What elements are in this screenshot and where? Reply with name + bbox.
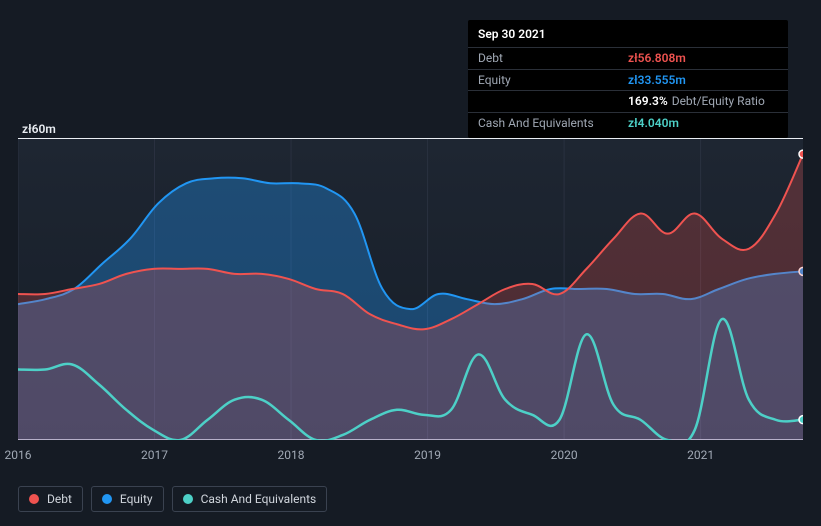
tooltip-row: 169.3%Debt/Equity Ratio bbox=[468, 90, 788, 112]
legend-item-equity[interactable]: Equity bbox=[91, 486, 164, 512]
tooltip-date: Sep 30 2021 bbox=[468, 24, 788, 47]
x-axis-label: 2017 bbox=[141, 448, 168, 462]
legend-item-cash-and-equivalents[interactable]: Cash And Equivalents bbox=[172, 486, 328, 512]
tooltip-row: Equityzł33.555m bbox=[468, 69, 788, 91]
area-chart-svg bbox=[18, 138, 803, 440]
x-axis: 201620172018201920202021 bbox=[18, 448, 803, 462]
legend-label: Equity bbox=[120, 492, 153, 506]
legend-swatch bbox=[29, 494, 39, 504]
x-axis-label: 2016 bbox=[5, 448, 32, 462]
tooltip-row: Debtzł56.808m bbox=[468, 47, 788, 69]
legend-item-debt[interactable]: Debt bbox=[18, 486, 83, 512]
tooltip-row-value: zł33.555m bbox=[628, 72, 778, 89]
chart-legend: Debt Equity Cash And Equivalents bbox=[18, 486, 327, 512]
tooltip-row: Cash And Equivalentszł4.040m bbox=[468, 112, 788, 134]
tooltip-row-label: Debt bbox=[478, 50, 628, 67]
tooltip-row-label: Cash And Equivalents bbox=[478, 115, 628, 132]
x-axis-label: 2021 bbox=[687, 448, 714, 462]
legend-label: Cash And Equivalents bbox=[201, 492, 317, 506]
legend-swatch bbox=[183, 494, 193, 504]
y-axis-label-top: zł60m bbox=[22, 122, 56, 136]
tooltip-row-value: zł56.808m bbox=[628, 50, 778, 67]
chart-tooltip: Sep 30 2021 Debtzł56.808mEquityzł33.555m… bbox=[468, 20, 788, 138]
tooltip-row-label: Equity bbox=[478, 72, 628, 89]
x-axis-label: 2019 bbox=[414, 448, 441, 462]
tooltip-row-suffix: Debt/Equity Ratio bbox=[672, 94, 765, 108]
chart-plot bbox=[18, 138, 803, 440]
tooltip-row-value: 169.3%Debt/Equity Ratio bbox=[628, 93, 778, 110]
x-axis-label: 2018 bbox=[278, 448, 305, 462]
legend-swatch bbox=[102, 494, 112, 504]
tooltip-row-label bbox=[478, 93, 628, 110]
x-axis-label: 2020 bbox=[551, 448, 578, 462]
tooltip-row-value: zł4.040m bbox=[628, 115, 778, 132]
legend-label: Debt bbox=[47, 492, 72, 506]
